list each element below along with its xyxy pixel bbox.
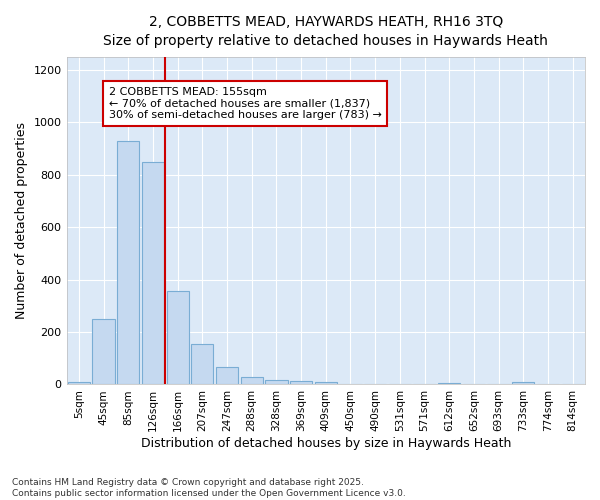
Bar bbox=[265, 380, 287, 384]
Bar bbox=[191, 344, 214, 385]
Bar bbox=[241, 377, 263, 384]
Bar bbox=[92, 320, 115, 384]
Text: Contains HM Land Registry data © Crown copyright and database right 2025.
Contai: Contains HM Land Registry data © Crown c… bbox=[12, 478, 406, 498]
Bar bbox=[142, 162, 164, 384]
Bar bbox=[167, 290, 189, 384]
Title: 2, COBBETTS MEAD, HAYWARDS HEATH, RH16 3TQ
Size of property relative to detached: 2, COBBETTS MEAD, HAYWARDS HEATH, RH16 3… bbox=[103, 15, 548, 48]
Bar bbox=[68, 382, 90, 384]
Text: 2 COBBETTS MEAD: 155sqm
← 70% of detached houses are smaller (1,837)
30% of semi: 2 COBBETTS MEAD: 155sqm ← 70% of detache… bbox=[109, 87, 382, 120]
Bar bbox=[438, 383, 460, 384]
Bar bbox=[117, 140, 139, 384]
Bar bbox=[512, 382, 535, 384]
Y-axis label: Number of detached properties: Number of detached properties bbox=[15, 122, 28, 319]
Bar bbox=[314, 382, 337, 384]
Bar bbox=[216, 368, 238, 384]
Bar bbox=[290, 381, 312, 384]
X-axis label: Distribution of detached houses by size in Haywards Heath: Distribution of detached houses by size … bbox=[140, 437, 511, 450]
